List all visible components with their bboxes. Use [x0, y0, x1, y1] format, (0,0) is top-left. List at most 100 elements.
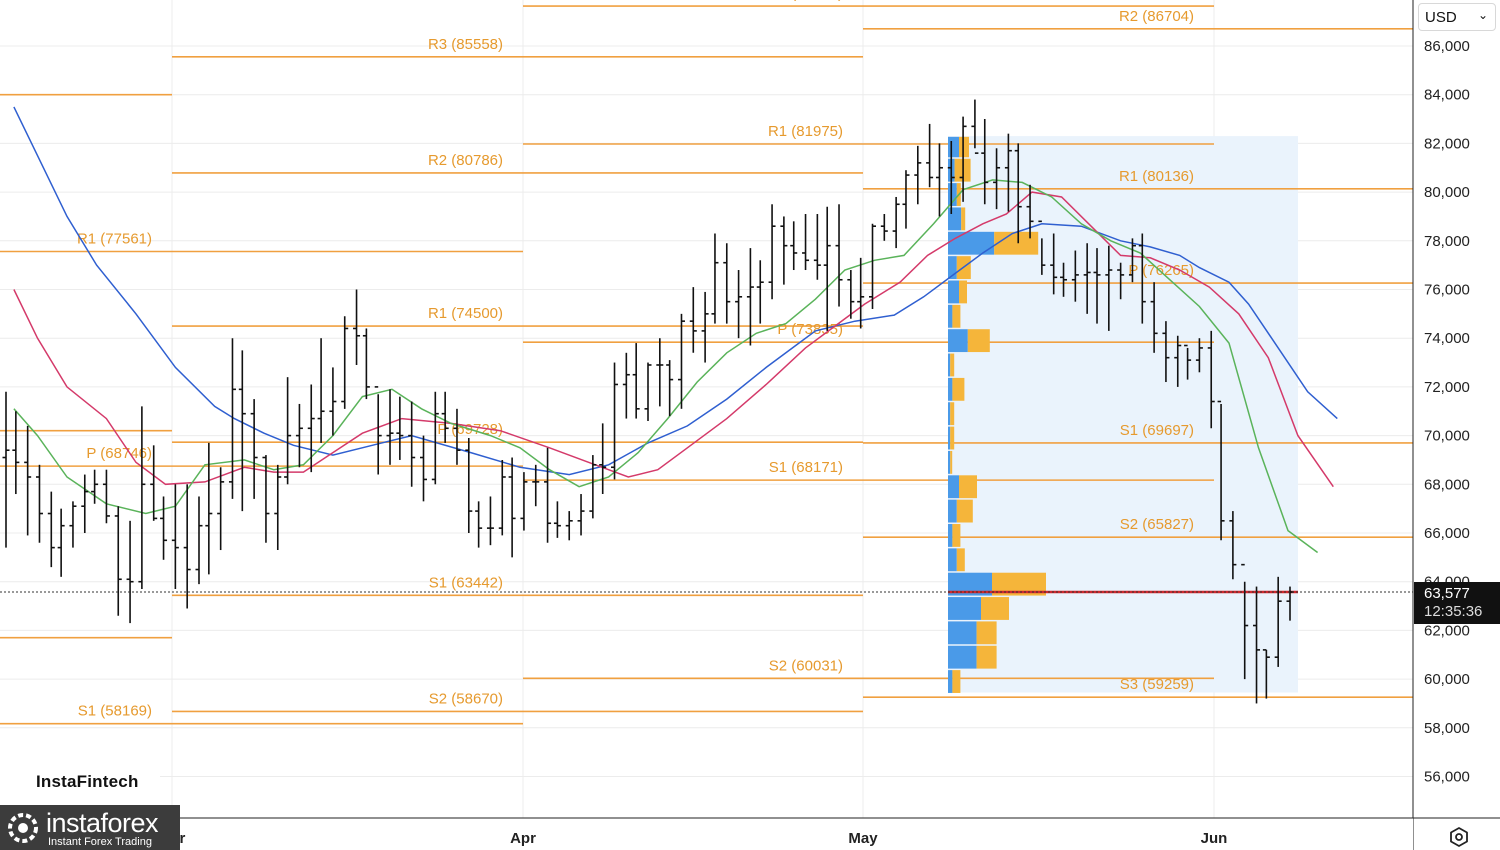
ohlc-bar	[768, 204, 776, 300]
ohlc-bar	[1093, 248, 1101, 324]
volume-bar-sell	[959, 280, 967, 304]
ohlc-bar	[622, 352, 630, 419]
ohlc-bar	[1117, 262, 1125, 300]
ohlc-bar	[475, 501, 483, 548]
pivot-label: R1 (77561)	[77, 230, 152, 247]
ohlc-bar	[295, 403, 303, 468]
ohlc-bar	[1274, 576, 1282, 667]
instaforex-tagline: Instant Forex Trading	[48, 836, 152, 848]
volume-bar-sell	[976, 645, 997, 669]
ohlc-bar	[892, 196, 900, 249]
volume-bar-buy	[948, 183, 957, 206]
ohlc-bar	[847, 270, 855, 319]
ohlc-bar	[57, 508, 65, 577]
ohlc-bar	[441, 391, 449, 443]
ohlc-bar	[790, 221, 798, 271]
volume-bar-buy	[948, 475, 959, 499]
ohlc-bar	[880, 214, 888, 241]
ohlc-bar	[47, 491, 55, 568]
time-tick-label: Jun	[1201, 830, 1228, 847]
ohlc-bar	[1038, 220, 1046, 275]
ohlc-bar	[453, 408, 461, 465]
ohlc-bar	[24, 425, 32, 536]
ohlc-bar	[1229, 511, 1237, 580]
ohlc-bar	[823, 206, 831, 331]
ohlc-bar	[217, 467, 225, 551]
ma-green-line	[13, 179, 1319, 554]
ohlc-bar	[486, 496, 494, 546]
ohlc-bar	[520, 472, 528, 531]
ohlc-bar	[857, 257, 865, 329]
ohlc-bar	[711, 233, 719, 324]
ohlc-bar	[465, 438, 473, 533]
ohlc-bar	[1083, 243, 1091, 314]
ohlc-bar	[205, 442, 213, 575]
volume-bar-buy	[948, 329, 968, 353]
ohlc-bar	[69, 501, 77, 548]
ohlc-bar	[993, 148, 1001, 210]
volume-bar-sell	[956, 548, 965, 572]
pivot-label: R2 (87639)	[768, 0, 843, 2]
pivot-levels: R2 (88138)R1 (77561)P (68746)S1 (58169)R…	[0, 0, 1413, 725]
ohlc-bar	[1138, 233, 1146, 324]
volume-bar-buy	[948, 402, 951, 426]
ohlc-bar	[35, 464, 43, 543]
ohlc-bar	[947, 140, 955, 215]
ohlc-bar	[1050, 233, 1058, 295]
volume-bar-sell	[952, 377, 965, 401]
price-tick-label: 56,000	[1424, 769, 1470, 786]
volume-bar-buy	[948, 377, 953, 401]
ohlc-bar	[1105, 245, 1113, 331]
pivot-label: S1 (69697)	[1120, 422, 1194, 439]
ohlc-bar	[553, 501, 561, 538]
instafintech-logo-text: InstaFintech	[36, 772, 139, 791]
volume-bar-sell	[950, 450, 953, 474]
ohlc-bar	[981, 119, 989, 205]
volume-bar-buy	[948, 670, 953, 693]
pivot-label: R2 (86704)	[1119, 8, 1194, 25]
ohlc-bar	[935, 143, 943, 217]
ohlc-bar	[353, 289, 361, 365]
instafintech-watermark: InstaFintech	[0, 760, 160, 802]
ohlc-bar	[284, 377, 292, 485]
ohlc-bar	[1060, 262, 1068, 297]
ohlc-bar	[723, 243, 731, 324]
volume-bar-sell	[950, 402, 955, 426]
volume-bar-buy	[948, 450, 951, 474]
price-tick-label: 66,000	[1424, 525, 1470, 542]
ohlc-bar	[1241, 563, 1249, 680]
volume-bar-sell	[961, 207, 966, 231]
ohlc-bar	[362, 328, 370, 400]
ohlc-bar	[238, 350, 246, 512]
price-tick-label: 80,000	[1424, 184, 1470, 201]
current-price-value: 63,577	[1424, 585, 1470, 602]
ohlc-bar	[195, 496, 203, 585]
ohlc-bar	[926, 123, 934, 188]
volume-bar-sell	[956, 499, 973, 523]
pivot-label: R3 (85558)	[428, 36, 503, 53]
pivot-label: S1 (68171)	[769, 459, 843, 476]
pivot-label: S2 (58670)	[429, 690, 503, 707]
price-tick-label: 78,000	[1424, 233, 1470, 250]
ohlc-bar	[171, 484, 179, 590]
ohlc-bar	[1004, 133, 1012, 212]
currency-selector[interactable]: USD ⌄	[1418, 3, 1496, 31]
ohlc-bar	[307, 384, 315, 473]
ohlc-bar	[408, 401, 416, 487]
ohlc-bar	[959, 116, 967, 202]
ohlc-bar	[611, 362, 619, 480]
price-tick-label: 72,000	[1424, 379, 1470, 396]
ohlc-bar	[396, 396, 404, 460]
volume-bar-buy	[948, 572, 992, 596]
volume-bar-buy	[948, 256, 957, 280]
volume-bar-buy	[948, 499, 957, 523]
instaforex-logo-icon	[8, 813, 38, 843]
time-tick-label: Apr	[510, 830, 536, 847]
ohlc-bar	[138, 406, 146, 590]
ohlc-bar	[1174, 335, 1182, 387]
volume-bar-buy	[948, 231, 995, 255]
ohlc-bar	[228, 338, 236, 499]
ohlc-bar	[250, 399, 258, 499]
settings-icon[interactable]	[1448, 826, 1470, 848]
